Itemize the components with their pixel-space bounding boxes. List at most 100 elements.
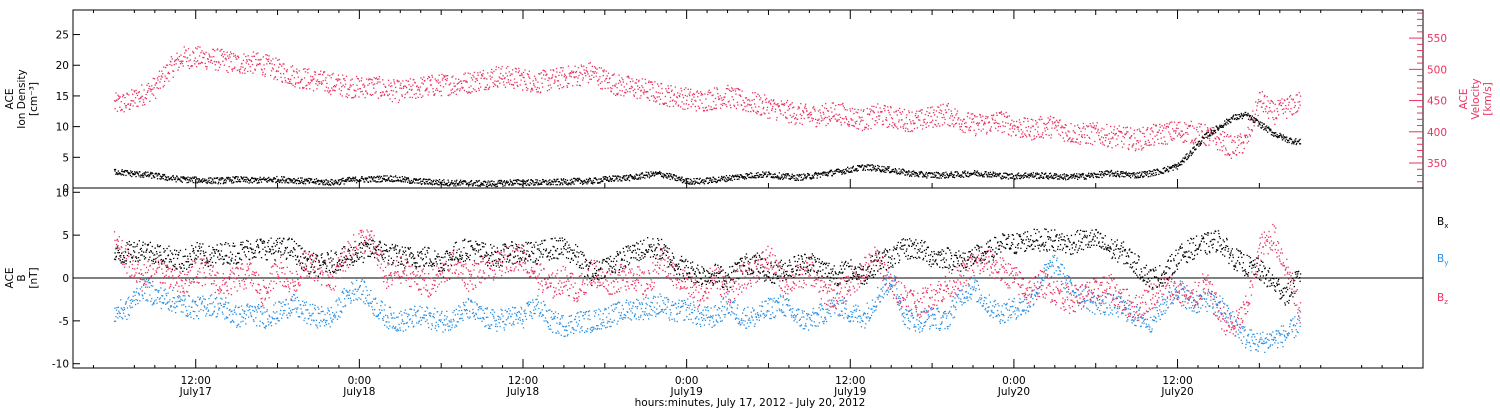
- velocity-point: [478, 87, 480, 90]
- velocity-point: [576, 81, 579, 83]
- velocity-point: [490, 71, 492, 73]
- density-point: [294, 180, 297, 182]
- velocity-point: [909, 130, 911, 133]
- density-point: [408, 182, 411, 184]
- velocity-point: [755, 111, 757, 114]
- velocity-point: [782, 103, 784, 105]
- velocity-point: [803, 112, 805, 114]
- velocity-point: [642, 86, 644, 89]
- velocity-point: [1285, 105, 1287, 107]
- velocity-point: [180, 54, 182, 56]
- density-point: [879, 170, 882, 173]
- velocity-point: [296, 68, 298, 70]
- velocity-point: [732, 89, 734, 92]
- density-point: [878, 167, 880, 170]
- velocity-point: [156, 77, 159, 79]
- density-point: [402, 181, 404, 183]
- density-point: [1231, 118, 1233, 120]
- velocity-point: [1079, 127, 1081, 130]
- velocity-point: [203, 56, 205, 59]
- velocity-point: [186, 57, 189, 59]
- velocity-point: [398, 99, 401, 101]
- density-point: [416, 182, 418, 184]
- density-point: [1013, 175, 1015, 177]
- velocity-point: [865, 126, 867, 129]
- velocity-point: [784, 103, 786, 105]
- density-point: [436, 182, 438, 184]
- density-point: [688, 178, 690, 180]
- velocity-point: [594, 71, 596, 73]
- density-point: [470, 180, 472, 182]
- velocity-point: [388, 93, 391, 95]
- velocity-point: [842, 105, 844, 107]
- velocity-point: [288, 82, 290, 84]
- density-point: [698, 178, 700, 180]
- density-point: [603, 176, 605, 178]
- density-point: [942, 174, 945, 176]
- density-point: [413, 178, 415, 180]
- velocity-point: [1131, 135, 1133, 137]
- velocity-point: [1113, 126, 1116, 128]
- density-point: [728, 177, 730, 179]
- velocity-point: [390, 82, 392, 84]
- density-point: [221, 178, 223, 180]
- velocity-point: [882, 123, 885, 125]
- density-point: [553, 181, 555, 183]
- density-point: [909, 175, 911, 177]
- density-point: [333, 180, 335, 182]
- density-point: [1193, 147, 1195, 149]
- density-point: [951, 172, 953, 175]
- velocity-point: [1288, 101, 1290, 103]
- velocity-point: [913, 127, 916, 130]
- density-point: [1069, 176, 1071, 178]
- velocity-point: [1069, 141, 1072, 143]
- velocity-point: [1263, 102, 1265, 104]
- density-point: [463, 181, 465, 183]
- density-point: [1258, 123, 1260, 125]
- density-point: [1104, 173, 1106, 175]
- density-point: [600, 178, 602, 180]
- density-point: [279, 181, 281, 184]
- velocity-point: [1112, 137, 1114, 140]
- density-point: [451, 180, 453, 182]
- density-point: [1046, 176, 1048, 178]
- density-point: [668, 174, 670, 177]
- velocity-point: [857, 112, 859, 114]
- density-point: [206, 179, 208, 181]
- velocity-point: [383, 83, 385, 85]
- velocity-point: [1236, 136, 1239, 139]
- velocity-point: [245, 62, 247, 64]
- velocity-point: [666, 105, 668, 107]
- velocity-point: [687, 107, 689, 110]
- velocity-point: [145, 93, 147, 96]
- velocity-point: [973, 129, 975, 131]
- density-point: [926, 173, 928, 175]
- velocity-point: [974, 114, 976, 117]
- density-point: [241, 177, 243, 179]
- velocity-point: [416, 85, 418, 87]
- density-point: [988, 173, 990, 175]
- density-point: [987, 172, 990, 174]
- velocity-point: [726, 105, 728, 108]
- velocity-point: [582, 77, 584, 79]
- velocity-point: [1284, 99, 1286, 102]
- velocity-point: [929, 112, 931, 114]
- velocity-point: [488, 88, 490, 90]
- velocity-point: [999, 112, 1001, 114]
- density-point: [972, 173, 974, 175]
- density-point: [624, 179, 626, 181]
- density-point: [271, 180, 273, 183]
- density-point: [256, 178, 258, 181]
- density-point: [672, 176, 674, 178]
- velocity-point: [873, 105, 875, 108]
- density-point: [323, 181, 326, 183]
- velocity-point: [129, 104, 131, 106]
- velocity-point: [855, 123, 857, 125]
- density-point: [1114, 172, 1116, 174]
- density-point: [476, 180, 478, 182]
- density-point: [679, 179, 681, 181]
- density-point: [870, 170, 873, 172]
- velocity-point: [1102, 137, 1105, 139]
- density-point: [354, 180, 356, 182]
- density-point: [1188, 154, 1190, 156]
